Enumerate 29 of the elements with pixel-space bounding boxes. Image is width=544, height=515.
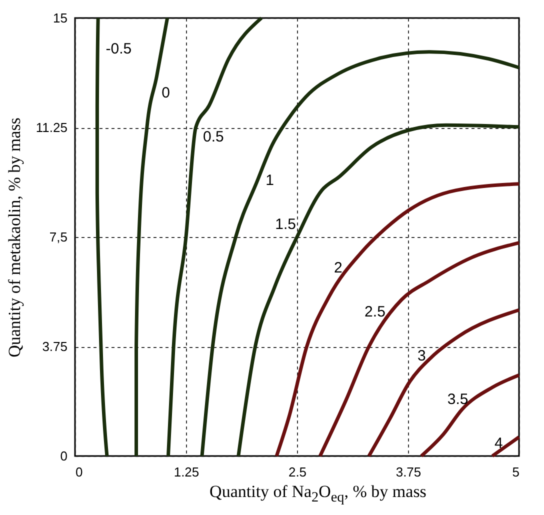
line-series [200,50,521,458]
line-series [367,308,521,458]
line-series [134,16,170,458]
y-tick-label: 3.75 [42,339,68,354]
series-label: 2.5 [364,303,386,320]
x-axis-title: Quantity of Na$_{2}$O$_{eq}$, % by mass [208,482,428,506]
line-series [420,373,521,458]
x-tick-label: 1.25 [174,464,200,480]
line-series [274,182,521,458]
series-label: 1 [266,172,274,190]
x-tick-label: 2.5 [288,464,307,480]
series-label: 1.5 [275,216,296,233]
x-tick-label: 0 [76,464,83,480]
y-axis-title: Quantity of metakaolin, % by mass [4,118,24,358]
series-label: 2 [334,260,342,277]
y-tick-label: 0 [60,448,68,464]
series-label: 3.5 [447,391,468,408]
series-label: -0.5 [106,40,132,58]
y-tick-label: 7,5 [49,230,68,244]
x-tick-label: 5 [512,464,520,480]
series-label: 3 [418,347,426,364]
x-tick-label: 3.75 [396,464,422,480]
series-label: 0.5 [202,128,224,146]
series-label: 4 [494,434,503,452]
y-tick-label: 11.25 [36,120,68,135]
line-series [318,241,521,458]
series-label: 0 [162,84,170,102]
y-tick-label: 15 [53,10,68,26]
line-series [236,123,521,458]
